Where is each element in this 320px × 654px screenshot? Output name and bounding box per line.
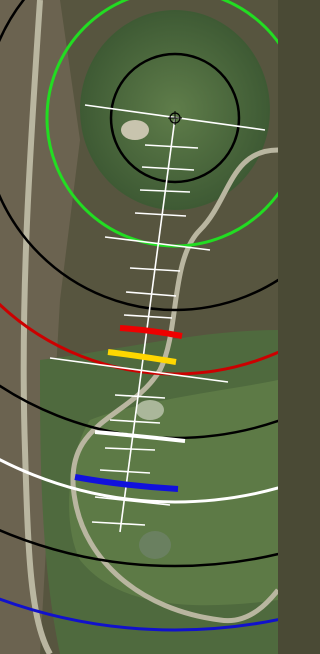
bunker: [121, 120, 149, 140]
page: [0, 0, 278, 654]
bunker: [136, 400, 164, 420]
hole-map: [0, 0, 278, 654]
putting-green: [80, 10, 270, 210]
bunker: [139, 531, 171, 559]
